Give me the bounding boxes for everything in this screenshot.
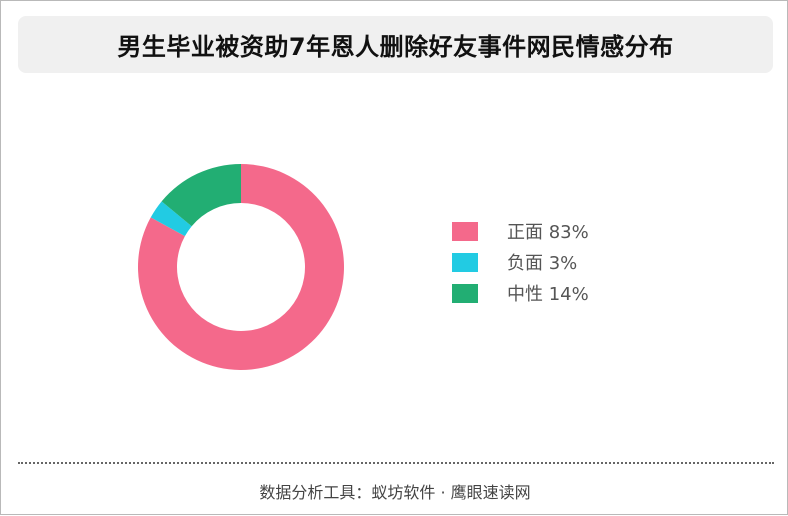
legend-swatch-1 [452,222,478,241]
slice-2 [150,201,192,237]
legend-swatch-3 [452,284,478,303]
slice-1 [137,164,344,371]
legend-swatch-2 [452,253,478,272]
legend-label-1: 正面 83% [507,222,589,243]
footer-credit: 数据分析工具：蚁坊软件 · 鹰眼速读网 [259,483,531,502]
legend-label-3: 中性 14% [507,284,589,305]
footer-divider [18,462,774,464]
chart-title: 男生毕业被资助7年恩人删除好友事件网民情感分布 [117,33,674,61]
slice-3 [161,164,241,227]
title-bar: 男生毕业被资助7年恩人删除好友事件网民情感分布 [18,16,773,73]
donut-slices [137,164,344,371]
legend: 正面 83% 负面 3% 中性 14% [452,222,589,305]
legend-label-2: 负面 3% [507,253,577,274]
